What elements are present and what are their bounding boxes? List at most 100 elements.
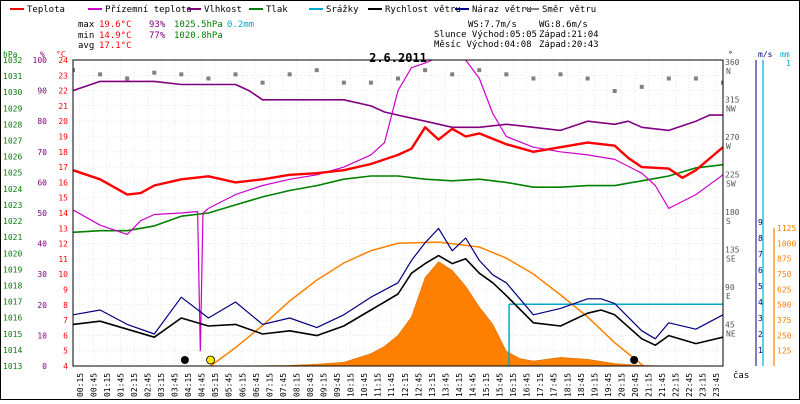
time-tick: 17:15 — [536, 373, 545, 397]
legend-label-4: Srážky — [326, 5, 359, 15]
celsius-tick: 12 — [58, 240, 68, 249]
plot-area — [73, 60, 723, 366]
moonrise-marker — [180, 356, 189, 364]
wind-direction-point — [233, 72, 238, 77]
hpa-tick: 1030 — [3, 88, 22, 97]
stats-min-hum: 77% — [149, 31, 166, 41]
time-tick: 05:15 — [211, 373, 220, 397]
wind-speed-info: WS:7.7m/s — [468, 20, 517, 30]
time-tick: 10:15 — [347, 373, 356, 397]
moonset-marker — [630, 356, 639, 364]
dir-tick: 180 — [725, 208, 740, 217]
hpa-tick: 1028 — [3, 120, 22, 129]
time-tick: 04:15 — [184, 373, 193, 397]
wind-direction-point — [98, 72, 103, 77]
ms-tick: 9 — [758, 218, 763, 227]
dir-tick: 45 — [725, 321, 735, 330]
radiation-tick: 875 — [777, 255, 792, 264]
ms-tick: 5 — [758, 282, 763, 291]
moon-set-info: Západ:20:43 — [539, 40, 599, 50]
dir-tick: 360 — [725, 58, 740, 67]
stats-max-hum: 93% — [149, 20, 166, 30]
time-tick: 09:45 — [333, 373, 342, 397]
time-tick: 06:15 — [238, 373, 247, 397]
time-tick: 02:45 — [143, 373, 152, 397]
hpa-tick: 1016 — [3, 314, 22, 323]
dir-name-tick: S — [726, 217, 731, 226]
wind-direction-point — [639, 84, 644, 89]
wind-direction-point — [477, 68, 482, 73]
x-axis-title: čas — [733, 370, 749, 381]
time-tick: 11:45 — [387, 373, 396, 397]
time-tick: 16:15 — [509, 373, 518, 397]
series-solar-radiation — [208, 261, 669, 366]
hpa-tick: 1019 — [3, 265, 22, 274]
wind-direction-point — [612, 89, 617, 93]
pct-tick: 50 — [37, 209, 47, 218]
hpa-tick: 1022 — [3, 217, 22, 226]
time-tick: 15:45 — [496, 373, 505, 397]
stats-min-temp: 14.9°C — [99, 31, 132, 41]
hpa-tick: 1018 — [3, 281, 22, 290]
radiation-tick: 1000 — [777, 239, 796, 248]
time-tick: 14:45 — [468, 373, 477, 397]
ms-tick: 2 — [758, 330, 763, 339]
hpa-tick: 1027 — [3, 137, 22, 146]
pct-tick: 0 — [42, 362, 47, 371]
time-tick: 03:45 — [171, 373, 180, 397]
dir-axis-title: ° — [728, 50, 733, 59]
wind-direction-point — [152, 70, 157, 75]
dir-name-tick: N — [726, 67, 731, 76]
hpa-tick: 1026 — [3, 153, 22, 162]
series-wind-speed — [73, 254, 723, 346]
time-tick: 22:15 — [672, 373, 681, 397]
dir-name-tick: SW — [726, 180, 736, 189]
dir-tick: 135 — [725, 246, 740, 255]
series-theoretical-radiation — [210, 241, 645, 366]
celsius-tick: 13 — [58, 224, 68, 233]
wind-direction-point — [368, 80, 373, 85]
celsius-tick: 19 — [58, 133, 68, 142]
mm-tick: 1 — [786, 59, 791, 68]
time-tick: 00:15 — [76, 373, 85, 397]
wind-direction-point — [314, 68, 319, 73]
time-tick: 08:15 — [292, 373, 301, 397]
celsius-tick: 9 — [63, 286, 68, 295]
celsius-tick: 24 — [58, 56, 68, 65]
celsius-tick: 5 — [63, 347, 68, 356]
time-tick: 21:15 — [645, 373, 654, 397]
legend-label-3: Tlak — [266, 5, 288, 15]
stats-max-label: max — [78, 20, 95, 30]
wind-direction-point — [423, 68, 428, 73]
wind-direction-point — [287, 72, 292, 77]
legend-label-0: Teplota — [27, 5, 65, 15]
celsius-tick: 16 — [58, 178, 68, 187]
time-tick: 10:45 — [360, 373, 369, 397]
radiation-tick: 625 — [777, 285, 792, 294]
wind-direction-point — [558, 72, 563, 77]
time-tick: 23:15 — [699, 373, 708, 397]
legend-label-5: Rychlost větru — [385, 5, 461, 15]
time-tick: 20:15 — [617, 373, 626, 397]
stats-block: max 19.6°C 93% 1025.5hPa 0.2mm min 14.9°… — [78, 20, 254, 51]
pct-tick: 70 — [37, 148, 47, 157]
celsius-tick: 15 — [58, 194, 68, 203]
series-wind-gust — [73, 227, 723, 340]
radiation-tick: 750 — [777, 270, 792, 279]
celsius-tick: 10 — [58, 270, 68, 279]
pct-tick: 100 — [33, 56, 48, 65]
wind-direction-point — [179, 72, 184, 77]
stats-min-press: 1020.8hPa — [174, 31, 223, 41]
stats-max-rain: 0.2mm — [227, 20, 254, 30]
celsius-tick: 22 — [58, 87, 68, 96]
radiation-tick: 125 — [777, 347, 792, 356]
time-tick: 09:15 — [320, 373, 329, 397]
celsius-axis-title: °C — [56, 50, 66, 59]
stats-min-label: min — [78, 31, 94, 41]
pct-tick: 90 — [37, 87, 47, 96]
pct-tick: 80 — [37, 117, 47, 126]
time-tick: 19:15 — [590, 373, 599, 397]
dir-tick: 270 — [725, 133, 740, 142]
celsius-tick: 17 — [58, 163, 68, 172]
